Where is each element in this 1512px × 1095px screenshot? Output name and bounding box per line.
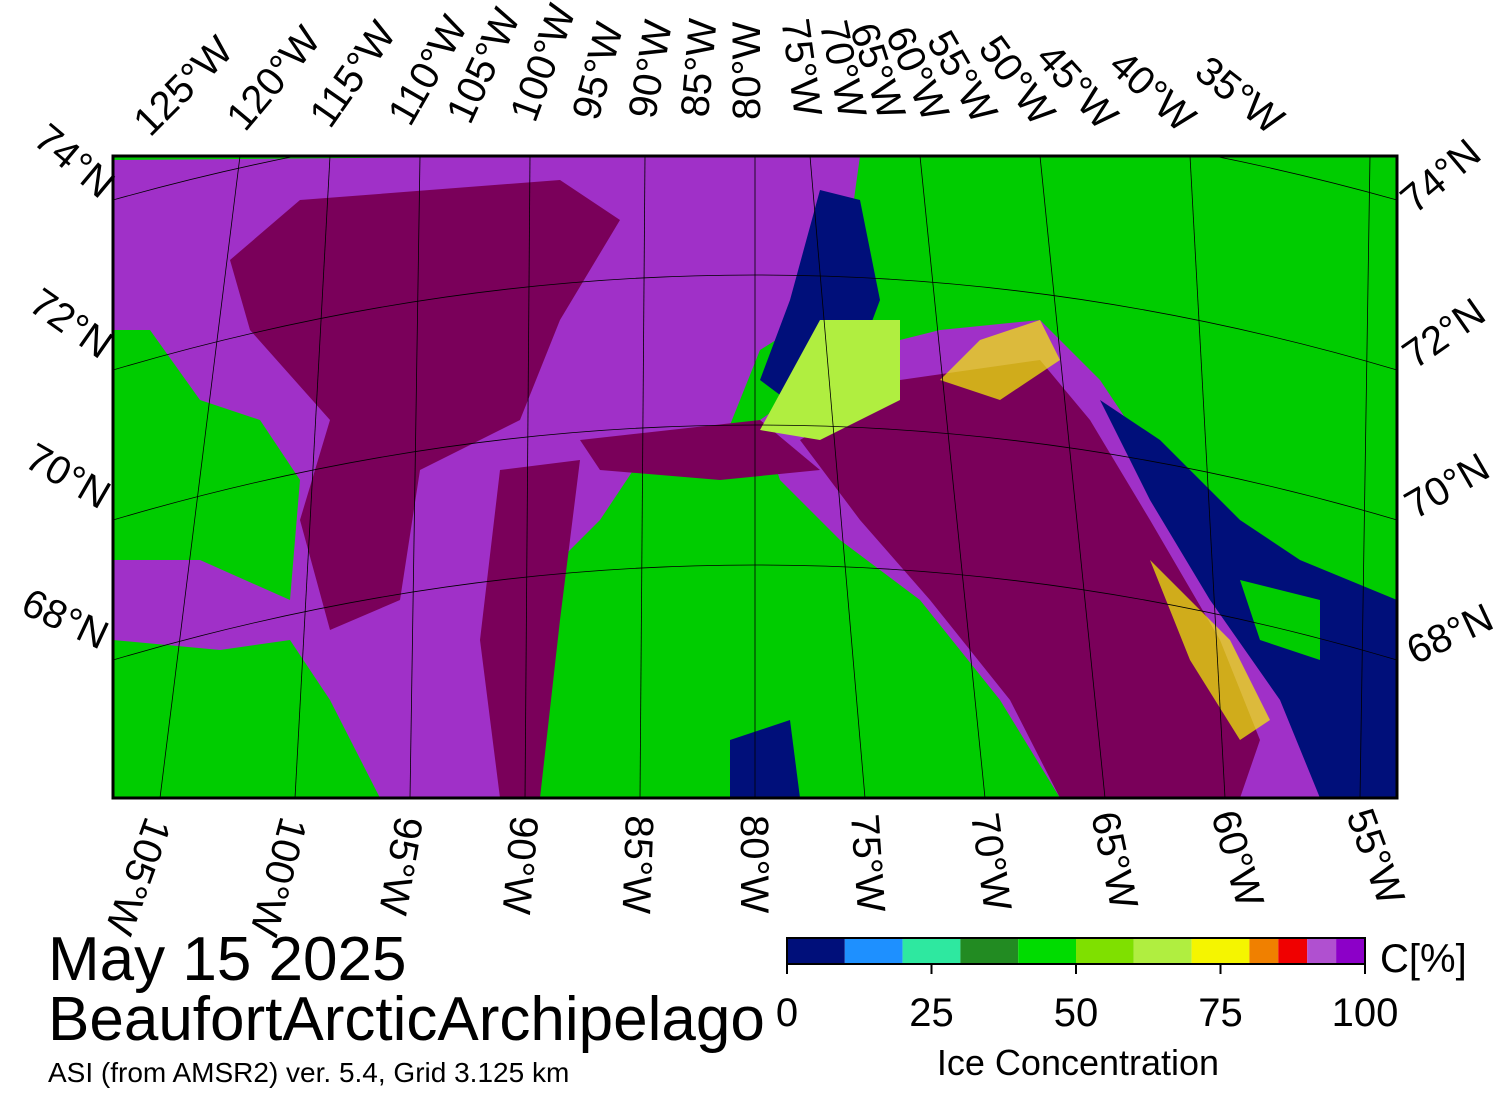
colorbar-segment xyxy=(1336,938,1365,964)
colorbar-segment xyxy=(1278,938,1308,964)
lon-label: 60°W xyxy=(1202,805,1271,912)
lon-label: 100°W xyxy=(241,813,315,941)
colorbar-segment xyxy=(844,938,903,964)
colorbar-unit: C[%] xyxy=(1380,937,1467,981)
lon-label: 80°W xyxy=(725,22,769,120)
ice-edge xyxy=(760,320,900,440)
lat-label: 74°N xyxy=(1393,131,1490,222)
lon-label: 120°W xyxy=(218,18,329,139)
colorbar-label: Ice Concentration xyxy=(937,1042,1219,1083)
lat-label: 72°N xyxy=(1395,290,1493,377)
ice-region xyxy=(230,180,620,630)
colorbar-segment xyxy=(1191,938,1250,964)
lat-label: 70°N xyxy=(1398,445,1497,528)
open-water xyxy=(730,720,800,798)
lon-label: 55°W xyxy=(1338,803,1413,911)
region: BeaufortArcticArchipelago xyxy=(48,985,765,1054)
source: ASI (from AMSR2) ver. 5.4, Grid 3.125 km xyxy=(48,1057,569,1088)
colorbar-tick-label: 25 xyxy=(909,991,954,1035)
colorbar-tick-label: 75 xyxy=(1198,991,1243,1035)
lon-label: 90°W xyxy=(493,814,545,916)
lon-label: 35°W xyxy=(1187,48,1292,143)
colorbar-segment xyxy=(787,938,845,964)
ice-region xyxy=(580,420,820,480)
lon-label: 85°W xyxy=(673,17,725,119)
colorbar-segment xyxy=(1076,938,1134,964)
lon-label: 85°W xyxy=(614,815,661,915)
colorbar-segment xyxy=(902,938,961,964)
lon-label: 65°W xyxy=(1082,808,1146,913)
ice-region xyxy=(480,460,580,798)
lat-label: 68°N xyxy=(15,581,115,659)
colorbar-tick-label: 50 xyxy=(1054,991,1099,1035)
colorbar-segment xyxy=(1133,938,1192,964)
lat-label: 74°N xyxy=(26,116,123,207)
date: May 15 2025 xyxy=(48,925,406,994)
map xyxy=(113,156,1397,798)
lon-label: 40°W xyxy=(1101,42,1204,141)
lat-label: 68°N xyxy=(1400,596,1500,674)
ice-region xyxy=(800,360,1260,798)
colorbar-segment xyxy=(1249,938,1279,964)
colorbar-tick-label: 0 xyxy=(776,991,798,1035)
lon-label: 95°W xyxy=(370,813,430,918)
lon-label: 70°W xyxy=(962,810,1019,914)
land xyxy=(1240,580,1320,660)
lat-label: 70°N xyxy=(18,435,117,518)
lon-label: 105°W xyxy=(96,812,179,941)
colorbar-segment xyxy=(960,938,1019,964)
graticule xyxy=(113,156,1397,798)
map-frame xyxy=(111,154,1399,800)
lat-label: 72°N xyxy=(22,280,120,367)
colorbar-tick-label: 100 xyxy=(1332,991,1399,1035)
lon-label: 125°W xyxy=(125,28,241,144)
ice-edge xyxy=(940,320,1270,740)
lon-label: 75°W xyxy=(842,813,893,914)
lon-label: 80°W xyxy=(732,815,776,913)
colorbar-segment xyxy=(1307,938,1337,964)
colorbar-segment xyxy=(1018,938,1076,964)
